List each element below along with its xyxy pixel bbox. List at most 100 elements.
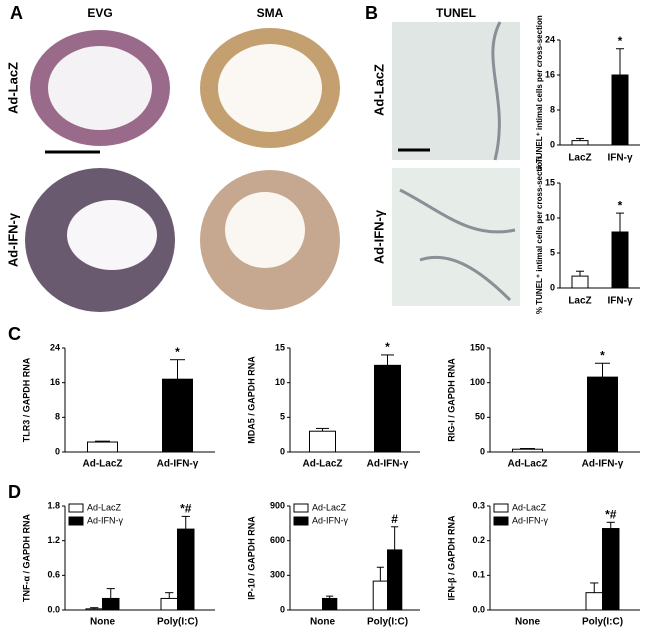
y-tick-label: 15	[545, 177, 555, 187]
bar	[611, 74, 629, 146]
x-tick-label: IFN-γ	[608, 296, 633, 307]
y-axis-label: # TUNEL⁺ intimal cells per cross-section	[535, 15, 544, 170]
legend-swatch	[493, 503, 509, 513]
y-tick-label: 0.3	[472, 500, 485, 510]
panel-letter: C	[8, 324, 21, 344]
bar	[322, 597, 338, 611]
panel-letter: D	[8, 482, 21, 502]
bar	[571, 275, 589, 289]
y-axis-label: IFN-β / GAPDH RNA	[446, 515, 456, 600]
annotation: *	[175, 345, 180, 359]
bar	[587, 376, 618, 453]
bar	[372, 580, 389, 611]
column-label: EVG	[87, 6, 112, 20]
legend-label: Ad-IFN-γ	[87, 515, 124, 525]
x-tick-label: LacZ	[568, 153, 591, 164]
row-label: Ad-IFN-γ	[371, 209, 386, 264]
y-tick-label: 24	[50, 342, 60, 352]
y-tick-label: 900	[270, 500, 285, 510]
bar	[102, 597, 120, 611]
annotation: #	[391, 512, 398, 526]
bar	[85, 608, 103, 611]
bar	[512, 448, 543, 453]
y-tick-label: 10	[275, 377, 285, 387]
bar	[571, 140, 589, 146]
x-tick-label: Poly(I:C)	[582, 617, 623, 628]
bar	[374, 364, 401, 453]
x-tick-label: Ad-IFN-γ	[157, 459, 199, 470]
y-tick-label: 0	[550, 139, 555, 149]
y-tick-label: 1.8	[47, 500, 60, 510]
x-tick-label: LacZ	[568, 296, 591, 307]
y-tick-label: 50	[475, 412, 485, 422]
annotation: *	[618, 34, 623, 48]
y-axis-label: MDA5 / GAPDH RNA	[246, 356, 256, 444]
y-tick-label: 0	[480, 446, 485, 456]
y-tick-label: 0.0	[47, 604, 60, 614]
legend-swatch	[68, 503, 84, 513]
annotation: *#	[180, 502, 192, 516]
panel-letter: A	[10, 3, 23, 23]
row-label: Ad-LacZ	[371, 64, 386, 116]
y-tick-label: 0.0	[472, 604, 485, 614]
y-tick-label: 10	[545, 212, 555, 222]
bar	[387, 549, 403, 611]
y-tick-label: 150	[470, 342, 485, 352]
y-tick-label: 100	[470, 377, 485, 387]
x-tick-label: None	[515, 617, 540, 628]
y-tick-label: 0	[550, 282, 555, 292]
y-tick-label: 5	[280, 412, 285, 422]
y-axis-label: IP-10 / GAPDH RNA	[246, 516, 256, 600]
y-tick-label: 600	[270, 535, 285, 545]
legend-swatch	[293, 503, 309, 513]
bar	[160, 597, 178, 611]
y-axis-label: % TUNEL⁺ intimal cells per cross-section	[535, 157, 544, 314]
legend-label: Ad-IFN-γ	[312, 515, 349, 525]
annotation: *	[600, 348, 605, 362]
x-tick-label: Ad-IFN-γ	[367, 459, 409, 470]
y-tick-label: 0.2	[472, 535, 485, 545]
micrographs	[25, 21, 520, 312]
bar	[602, 528, 620, 611]
y-tick-label: 300	[270, 570, 285, 580]
y-tick-label: 0	[55, 446, 60, 456]
bar	[309, 430, 336, 453]
x-tick-label: Poly(I:C)	[157, 617, 198, 628]
x-tick-label: IFN-γ	[608, 153, 633, 164]
y-tick-label: 0.1	[472, 570, 485, 580]
x-tick-label: None	[90, 617, 115, 628]
row-label: Ad-IFN-γ	[5, 212, 20, 267]
column-label: SMA	[257, 6, 284, 20]
bar	[611, 231, 629, 289]
bar	[87, 441, 118, 453]
y-tick-label: 16	[50, 377, 60, 387]
legend-label: Ad-LacZ	[512, 502, 547, 512]
bar	[585, 592, 603, 611]
annotation: *	[385, 340, 390, 354]
y-axis-label: TNF-α / GAPDH RNA	[21, 513, 31, 602]
annotation: *	[618, 198, 623, 212]
y-tick-label: 0	[280, 446, 285, 456]
legend-swatch	[68, 516, 84, 526]
y-tick-label: 16	[545, 69, 555, 79]
column-label: TUNEL	[436, 6, 476, 20]
bar	[162, 378, 193, 453]
legend-swatch	[493, 516, 509, 526]
bar	[177, 528, 195, 611]
legend-swatch	[293, 516, 309, 526]
y-axis-label: RIG-I / GAPDH RNA	[446, 358, 456, 442]
x-tick-label: Poly(I:C)	[367, 617, 408, 628]
y-axis-label: TLR3 / GAPDH RNA	[21, 357, 31, 442]
x-tick-label: None	[310, 617, 335, 628]
panel-letter: B	[365, 3, 378, 23]
x-tick-label: Ad-IFN-γ	[582, 459, 624, 470]
legend-label: Ad-LacZ	[312, 502, 347, 512]
tunel-image	[392, 168, 520, 306]
x-tick-label: Ad-LacZ	[303, 459, 343, 470]
legend-label: Ad-LacZ	[87, 502, 122, 512]
y-tick-label: 0.6	[47, 570, 60, 580]
row-label: Ad-LacZ	[5, 62, 20, 114]
y-tick-label: 1.2	[47, 535, 60, 545]
legend-label: Ad-IFN-γ	[512, 515, 549, 525]
